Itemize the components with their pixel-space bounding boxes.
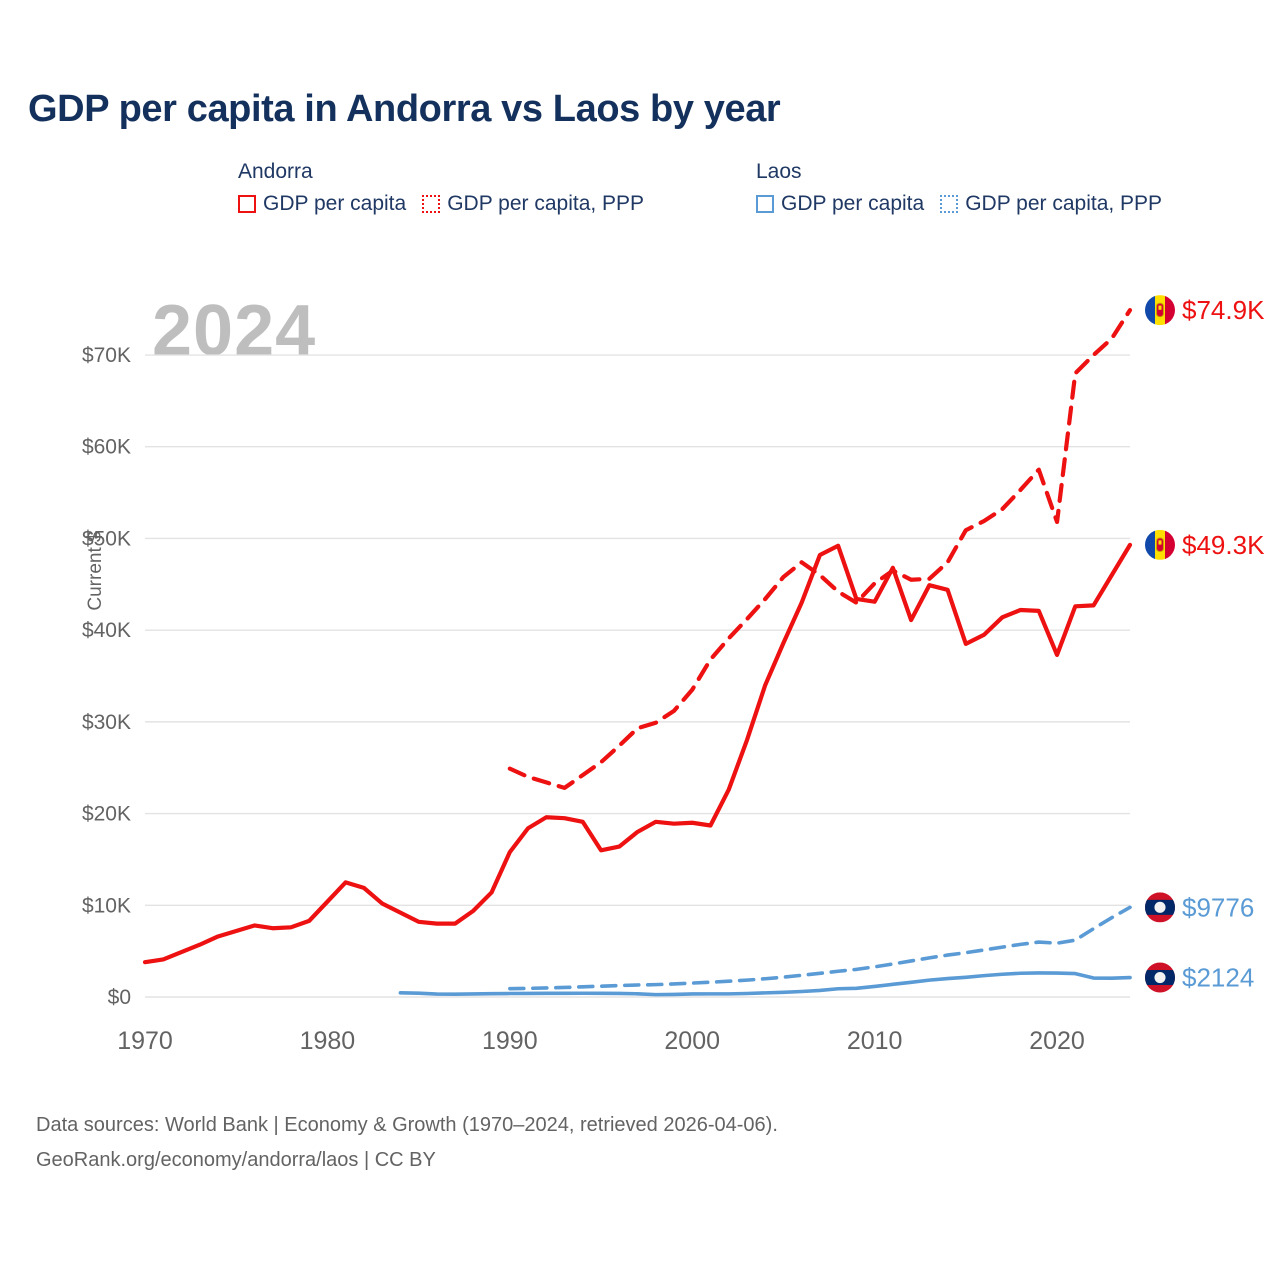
legend-swatch-dotted-blue-icon <box>940 195 959 213</box>
series-line-andorra-gdp-per-capita <box>142 542 1133 965</box>
x-tick-label: 1970 <box>117 1027 173 1055</box>
line-chart: $0$10K$20K$30K$40K$50K$60K$70K 1970 1980 1… <box>82 295 1265 1055</box>
y-tick-label: $70K <box>82 344 131 367</box>
y-tick-label: $60K <box>82 436 131 459</box>
end-value-labels: $74.9K $49.3K $9776 $2124 <box>1145 295 1265 993</box>
footer-line-url: GeoRank.org/economy/andorra/laos | CC BY <box>36 1149 436 1171</box>
footer-attribution: Data sources: World Bank | Economy & Gro… <box>36 1108 778 1178</box>
end-label-laos-ppp: $9776 <box>1145 892 1254 923</box>
legend-swatch-dotted-red-icon <box>422 195 441 213</box>
end-label-andorra-gdp: $49.3K <box>1145 530 1265 560</box>
legend-item-andorra-gdp[interactable]: GDP per capita <box>238 192 406 216</box>
data-series <box>142 307 1133 997</box>
series-line-laos-gdp-per-capita-ppp <box>508 905 1132 991</box>
y-tick-label: $20K <box>82 803 131 826</box>
end-label-value: $9776 <box>1182 892 1254 922</box>
legend-item-andorra-ppp[interactable]: GDP per capita, PPP <box>422 192 644 216</box>
x-tick-label: 2000 <box>664 1027 720 1055</box>
legend-item-laos-gdp[interactable]: GDP per capita <box>756 192 924 216</box>
x-tick-label: 1980 <box>300 1027 356 1055</box>
end-label-laos-gdp: $2124 <box>1145 962 1254 993</box>
legend-group-laos: Laos GDP per capita GDP per capita, PPP <box>756 160 1162 216</box>
legend-label-laos-ppp: GDP per capita, PPP <box>965 192 1163 215</box>
legend-group-andorra: Andorra GDP per capita GDP per capita, P… <box>238 160 644 216</box>
x-axis-ticks: 1970 1980 1990 2000 2010 2020 <box>117 1027 1085 1055</box>
footer-line-sources: Data sources: World Bank | Economy & Gro… <box>36 1114 778 1136</box>
end-label-value: $74.9K <box>1182 295 1265 325</box>
x-tick-label: 2010 <box>847 1027 903 1055</box>
end-label-andorra-ppp: $74.9K <box>1145 295 1265 325</box>
end-label-value: $49.3K <box>1182 530 1265 560</box>
legend-label-andorra-ppp: GDP per capita, PPP <box>447 192 645 215</box>
y-tick-label: $40K <box>82 619 131 642</box>
page-title: GDP per capita in Andorra vs Laos by yea… <box>28 88 781 130</box>
legend-swatch-solid-blue-icon <box>756 195 774 213</box>
legend-item-laos-ppp[interactable]: GDP per capita, PPP <box>940 192 1162 216</box>
grid-lines <box>145 354 1130 998</box>
y-axis-ticks: $0 $10K $20K $30K $40K $50K $60K $70K <box>82 344 131 1009</box>
y-tick-label: $10K <box>82 894 131 917</box>
legend-label-laos-gdp: GDP per capita <box>781 192 925 215</box>
legend-country-laos: Laos <box>756 160 802 183</box>
legend-label-andorra-gdp: GDP per capita <box>263 192 407 215</box>
series-line-andorra-gdp-per-capita-ppp <box>507 307 1133 790</box>
legend-swatch-solid-red-icon <box>238 195 256 213</box>
y-tick-label: $30K <box>82 711 131 734</box>
chart-legend: Andorra GDP per capita GDP per capita, P… <box>238 160 1258 245</box>
legend-country-andorra: Andorra <box>238 160 313 183</box>
series-line-laos-gdp-per-capita <box>398 971 1132 997</box>
x-tick-label: 1990 <box>482 1027 538 1055</box>
y-tick-label: $0 <box>108 986 131 1009</box>
end-label-value: $2124 <box>1182 963 1254 993</box>
x-tick-label: 2020 <box>1029 1027 1085 1055</box>
y-tick-label: $50K <box>82 527 131 550</box>
